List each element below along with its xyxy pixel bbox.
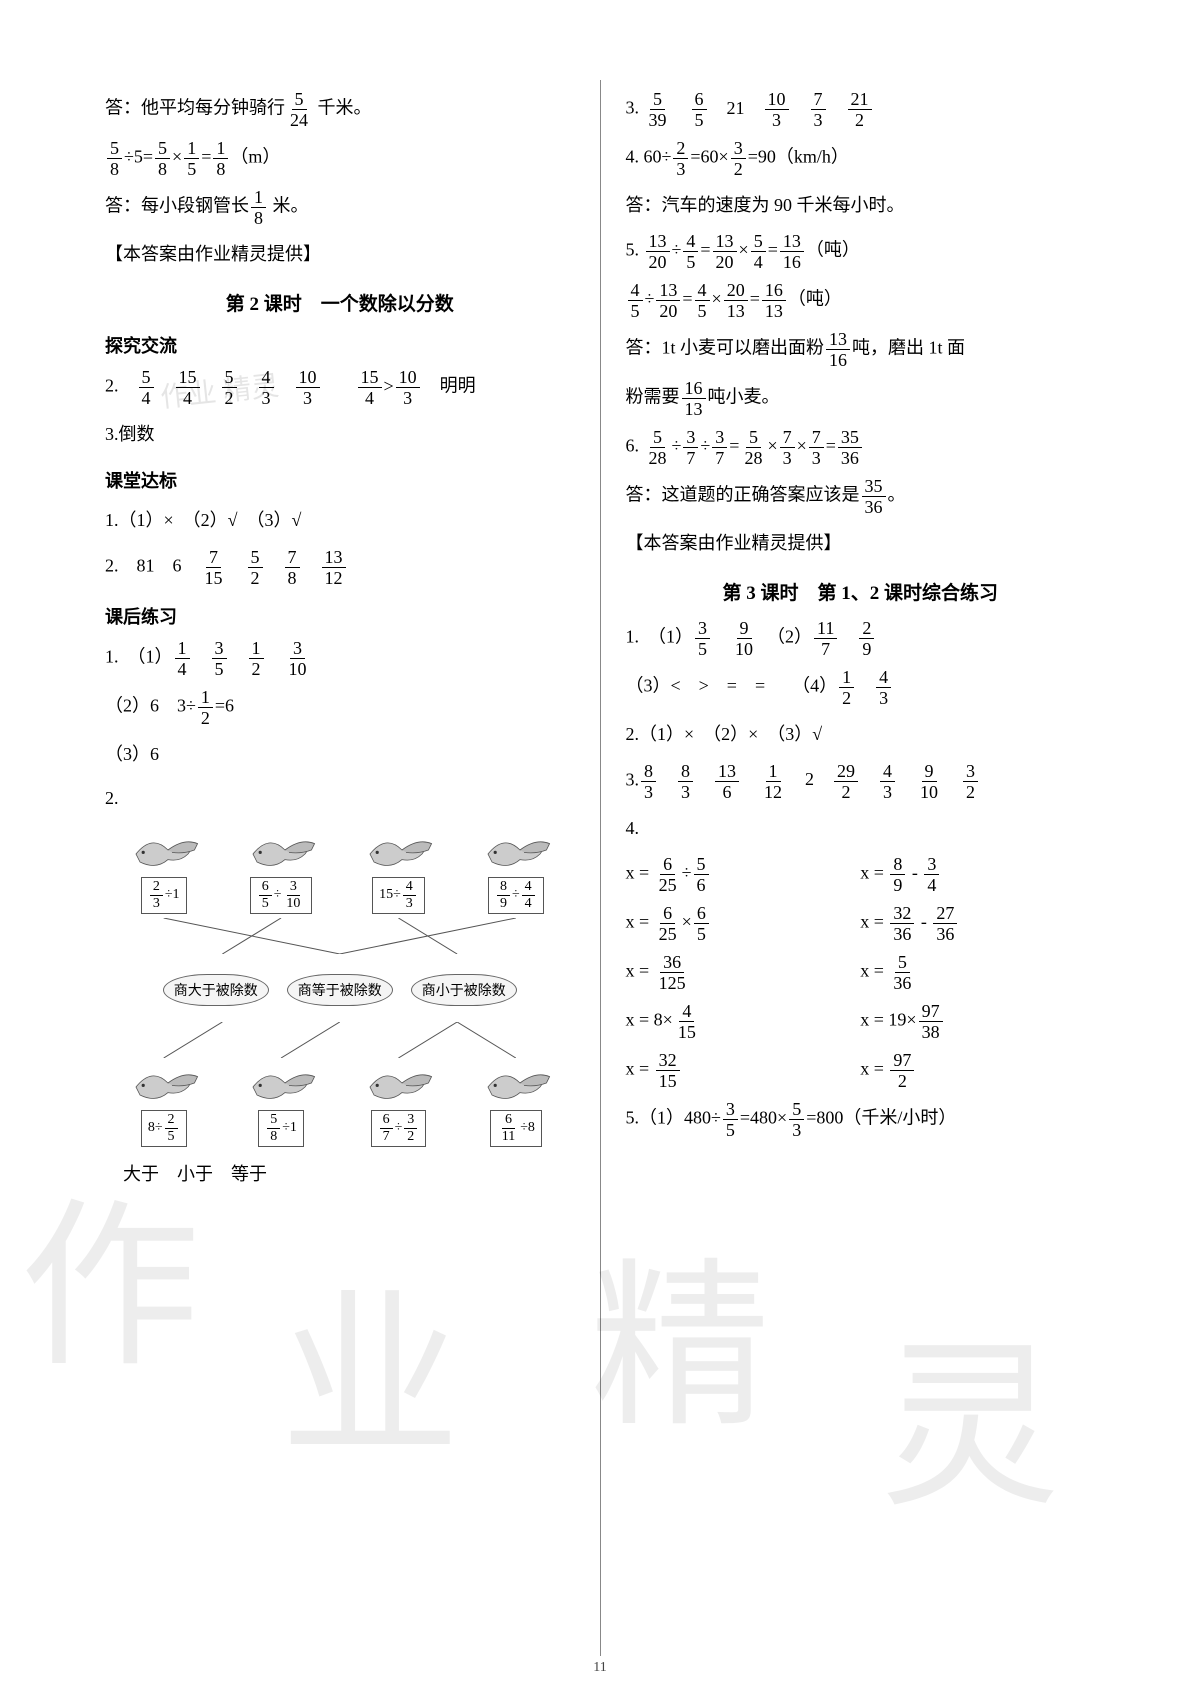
equation-left: x = 8×415	[626, 1002, 861, 1041]
right-ans-4: 答：汽车的速度为 90 千米每小时。	[626, 188, 1096, 222]
left-note-1: 【本答案由作业精灵提供】	[105, 237, 575, 271]
bird-cell: 8÷25	[114, 1058, 214, 1147]
left-q5-expr: 58÷5=58×15=18（m）	[105, 139, 575, 178]
bird-expr-box: 23÷1	[141, 877, 187, 914]
basket-label: 商小于被除数	[411, 974, 517, 1006]
bird-expr-box: 67÷32	[371, 1110, 427, 1147]
right-ans-5a: 答：1t 小麦可以磨出面粉1316吨，磨出 1t 面	[626, 330, 1096, 369]
bird-cell: 15÷43	[348, 825, 448, 914]
left-kh1b: （2）6 3÷12=6	[105, 688, 575, 727]
page-number: 11	[593, 1660, 606, 1676]
bird-expr-box: 15÷43	[372, 877, 425, 914]
left-bottom-labels: 大于 小于 等于	[105, 1157, 575, 1191]
left-kt2: 2. 81 6 71552781312	[105, 548, 575, 587]
bird-cell: 67÷32	[348, 1058, 448, 1147]
equation-left: x = 625×65	[626, 904, 861, 943]
right-q4: 4. 60÷23=60×32=90（km/h）	[626, 139, 1096, 178]
bird-cell: 89÷44	[466, 825, 566, 914]
bird-cell: 65÷310	[231, 825, 331, 914]
right-r1c: （3）< > = = （4）1243	[626, 668, 1096, 707]
left-column: 答：他平均每分钟骑行524 千米。 58÷5=58×15=18（m） 答：每小段…	[90, 80, 590, 1656]
equation-left: x = 625÷56	[626, 855, 861, 894]
bird-row-top: 23÷1 65÷310 15÷43 89÷44	[105, 825, 575, 914]
basket-label: 商等于被除数	[287, 974, 393, 1006]
bird-expr-box: 8÷25	[141, 1110, 187, 1147]
left-kt1: 1.（1）× （2）√ （3）√	[105, 503, 575, 537]
right-q5a: 5. 1320÷45=1320×54=1316（吨）	[626, 232, 1096, 271]
left-ans-1: 答：他平均每分钟骑行524 千米。	[105, 90, 575, 129]
equation-left: x = 36125	[626, 953, 861, 992]
bird-cell: 23÷1	[114, 825, 214, 914]
bird-expr-box: 65÷310	[250, 877, 313, 914]
right-equations: x = 625÷56x = 89 - 34 x = 625×65x = 3236 …	[626, 855, 1096, 1090]
right-r4-label: 4.	[626, 811, 1096, 845]
left-sub-1: 探究交流	[105, 332, 575, 358]
content-columns: 答：他平均每分钟骑行524 千米。 58÷5=58×15=18（m） 答：每小段…	[90, 80, 1110, 1656]
left-kh2-label: 2.	[105, 781, 575, 815]
diagram-lines-bot	[105, 1022, 575, 1058]
equation-right: x = 89 - 34	[860, 855, 1095, 894]
equation-right: x = 536	[860, 953, 1095, 992]
left-sub-3: 课后练习	[105, 603, 575, 629]
right-heading-2: 第 3 课时 第 1、2 课时综合练习	[626, 578, 1096, 605]
basket-row: 商大于被除数商等于被除数商小于被除数	[105, 974, 575, 1006]
right-ans-5b: 粉需要1613吨小麦。	[626, 379, 1096, 418]
equation-right: x = 19×9738	[860, 1002, 1095, 1041]
bird-cell: 611÷8	[466, 1058, 566, 1147]
right-q6: 6. 528÷37÷37=528×73×73=3536	[626, 428, 1096, 467]
left-ans-2: 答：每小段钢管长18 米。	[105, 188, 575, 227]
diagram-lines-top	[105, 918, 575, 954]
left-kh1: 1. （1）143512310	[105, 639, 575, 678]
right-column: 3. 539652110373212 4. 60÷23=60×32=90（km/…	[611, 80, 1111, 1656]
basket-label: 商大于被除数	[163, 974, 269, 1006]
right-note-2: 【本答案由作业精灵提供】	[626, 526, 1096, 560]
bird-expr-box: 58÷1	[258, 1110, 304, 1147]
bird-cell: 58÷1	[231, 1058, 331, 1147]
bird-diagram: 23÷1 65÷310 15÷43 89÷44 商大于被除数商等于被除数商小于被除数	[105, 825, 575, 1147]
bird-expr-box: 611÷8	[490, 1110, 542, 1147]
right-r5: 5.（1）480÷35=480×53=800（千米/小时）	[626, 1100, 1096, 1139]
right-ans-6: 答：这道题的正确答案应该是3536。	[626, 477, 1096, 516]
right-r2: 2.（1）× （2）× （3）√	[626, 717, 1096, 751]
equation-right: x = 972	[860, 1051, 1095, 1090]
left-heading-1: 第 2 课时 一个数除以分数	[105, 289, 575, 316]
right-r1: 1. （1）35910 （2）11729	[626, 619, 1096, 658]
bird-row-bot: 8÷25 58÷1 67÷32 611÷8	[105, 1058, 575, 1147]
left-sub-2: 课堂达标	[105, 467, 575, 493]
left-q3: 3.倒数	[105, 417, 575, 451]
equation-left: x = 3215	[626, 1051, 861, 1090]
left-kh1c: （3）6	[105, 737, 575, 771]
right-q5b: 45÷1320=45×2013=1613（吨）	[626, 281, 1096, 320]
column-divider	[600, 80, 601, 1656]
right-q3: 3. 539652110373212	[626, 90, 1096, 129]
bird-expr-box: 89÷44	[488, 877, 544, 914]
right-r3: 3.838313611222924391032	[626, 762, 1096, 801]
equation-right: x = 3236 - 2736	[860, 904, 1095, 943]
